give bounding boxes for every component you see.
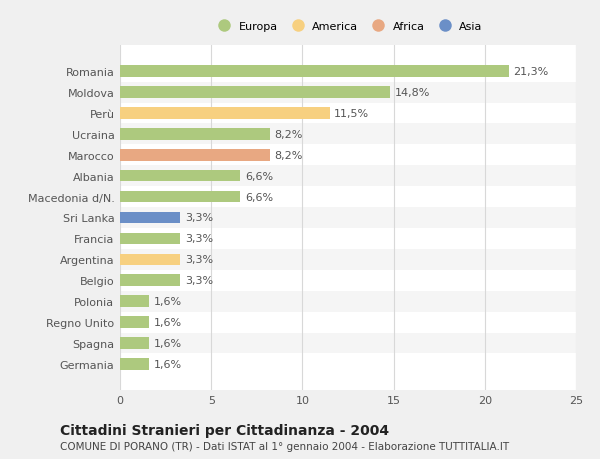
Text: 3,3%: 3,3% bbox=[185, 255, 213, 265]
Text: 1,6%: 1,6% bbox=[154, 317, 182, 327]
Bar bbox=[120, 103, 576, 124]
Text: 1,6%: 1,6% bbox=[154, 338, 182, 348]
Text: 1,6%: 1,6% bbox=[154, 297, 182, 307]
Bar bbox=[120, 171, 241, 182]
Text: COMUNE DI PORANO (TR) - Dati ISTAT al 1° gennaio 2004 - Elaborazione TUTTITALIA.: COMUNE DI PORANO (TR) - Dati ISTAT al 1°… bbox=[60, 441, 509, 451]
Bar bbox=[120, 212, 180, 224]
Text: 6,6%: 6,6% bbox=[245, 171, 273, 181]
Bar bbox=[120, 145, 576, 166]
Bar bbox=[120, 129, 269, 140]
Bar bbox=[120, 66, 509, 78]
Bar bbox=[120, 317, 149, 328]
Bar bbox=[120, 108, 330, 119]
Bar bbox=[120, 62, 576, 83]
Text: 3,3%: 3,3% bbox=[185, 234, 213, 244]
Bar bbox=[120, 83, 576, 103]
Bar bbox=[120, 229, 576, 249]
Bar bbox=[120, 275, 180, 286]
Bar bbox=[120, 249, 576, 270]
Bar bbox=[120, 207, 576, 229]
Bar bbox=[120, 254, 180, 265]
Bar bbox=[120, 312, 576, 333]
Bar bbox=[120, 191, 241, 203]
Bar bbox=[120, 333, 576, 353]
Bar bbox=[120, 337, 149, 349]
Text: 1,6%: 1,6% bbox=[154, 359, 182, 369]
Bar bbox=[120, 124, 576, 145]
Bar bbox=[120, 166, 576, 187]
Bar bbox=[120, 296, 149, 307]
Text: 14,8%: 14,8% bbox=[395, 88, 430, 98]
Bar bbox=[120, 291, 576, 312]
Bar bbox=[120, 87, 390, 99]
Bar bbox=[120, 187, 576, 207]
Text: 8,2%: 8,2% bbox=[274, 129, 302, 140]
Text: 3,3%: 3,3% bbox=[185, 275, 213, 285]
Bar bbox=[120, 358, 149, 370]
Text: Cittadini Stranieri per Cittadinanza - 2004: Cittadini Stranieri per Cittadinanza - 2… bbox=[60, 423, 389, 437]
Bar bbox=[120, 150, 269, 161]
Bar bbox=[120, 270, 576, 291]
Bar bbox=[120, 353, 576, 375]
Text: 8,2%: 8,2% bbox=[274, 151, 302, 161]
Legend: Europa, America, Africa, Asia: Europa, America, Africa, Asia bbox=[209, 17, 487, 36]
Text: 21,3%: 21,3% bbox=[513, 67, 548, 77]
Text: 6,6%: 6,6% bbox=[245, 192, 273, 202]
Bar bbox=[120, 233, 180, 245]
Text: 11,5%: 11,5% bbox=[334, 109, 370, 119]
Text: 3,3%: 3,3% bbox=[185, 213, 213, 223]
